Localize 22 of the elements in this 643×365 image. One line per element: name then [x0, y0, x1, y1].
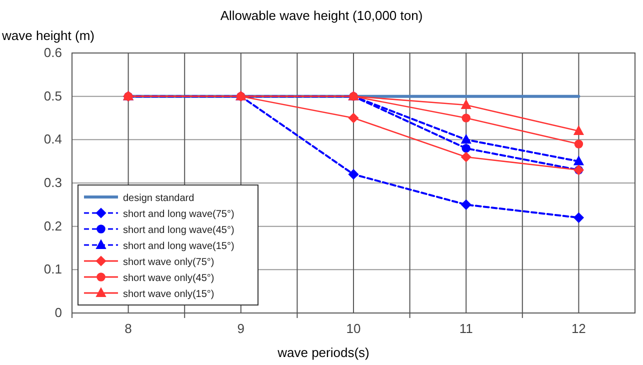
legend-label: short and long wave(15°)	[123, 241, 234, 252]
chart-title: Allowable wave height (10,000 ton)	[220, 8, 423, 23]
x-tick-label: 12	[571, 321, 586, 336]
y-tick-label: 0.3	[44, 175, 62, 190]
x-tick-label: 10	[346, 321, 361, 336]
y-tick-label: 0.6	[44, 45, 62, 60]
legend-label: short wave only(75°)	[123, 257, 214, 268]
x-tick-label: 9	[237, 321, 245, 336]
y-tick-label: 0	[54, 305, 62, 320]
legend-label: design standard	[123, 193, 194, 204]
x-tick-label: 11	[459, 321, 473, 336]
x-axis-title: wave periods(s)	[276, 345, 370, 360]
y-axis-title: wave height (m)	[1, 28, 94, 43]
legend-label: short wave only(45°)	[123, 273, 214, 284]
legend-label: short and long wave(45°)	[123, 225, 234, 236]
legend-label: short wave only(15°)	[123, 289, 214, 300]
y-tick-label: 0.1	[44, 262, 62, 277]
y-tick-label: 0.5	[44, 88, 62, 104]
y-tick-label: 0.2	[44, 218, 62, 234]
legend-label: short and long wave(75°)	[123, 209, 234, 220]
x-tick-label: 8	[124, 321, 132, 336]
y-tick-label: 0.4	[44, 132, 62, 147]
